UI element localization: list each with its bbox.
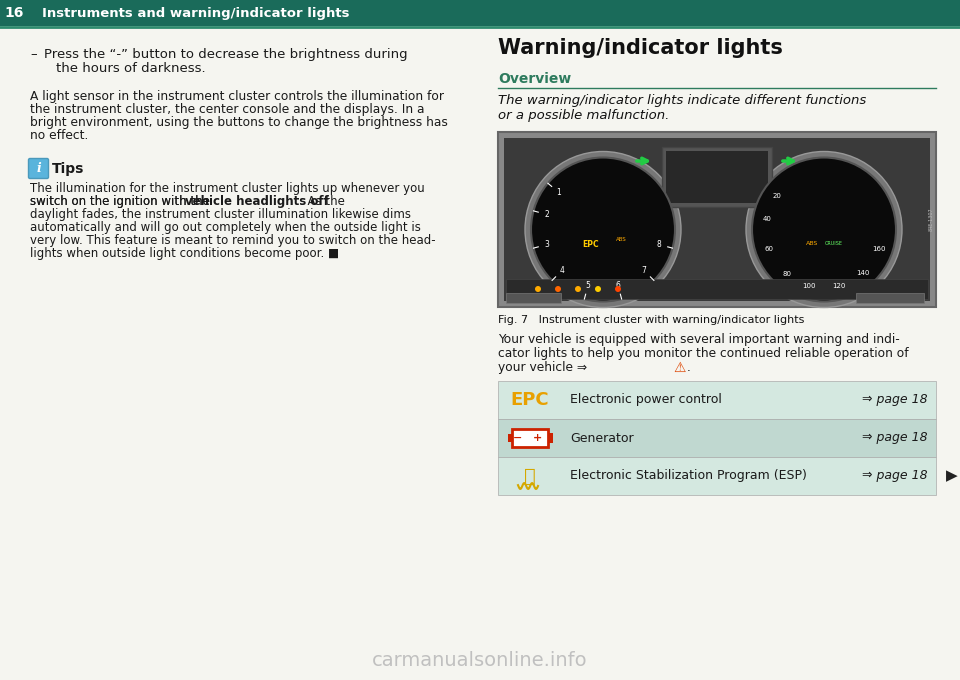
Text: 3: 3: [544, 240, 549, 249]
Bar: [504, 138, 930, 301]
Text: Warning/indicator lights: Warning/indicator lights: [498, 38, 782, 58]
Text: very low. This feature is meant to remind you to switch on the head-: very low. This feature is meant to remin…: [30, 234, 436, 247]
Text: Electronic power control: Electronic power control: [570, 394, 722, 407]
Text: your vehicle ⇒: your vehicle ⇒: [498, 361, 591, 374]
Circle shape: [752, 158, 896, 301]
Text: i: i: [36, 162, 41, 175]
Text: 160: 160: [872, 246, 885, 252]
Bar: [506, 388, 554, 412]
Text: 80: 80: [782, 271, 791, 277]
Text: ⇒ page 18: ⇒ page 18: [862, 469, 928, 483]
Text: bright environment, using the buttons to change the brightness has: bright environment, using the buttons to…: [30, 116, 448, 129]
Bar: [506, 279, 928, 299]
Bar: [548, 433, 553, 443]
Circle shape: [531, 158, 675, 301]
Text: 5: 5: [586, 281, 590, 290]
Text: ABS: ABS: [805, 241, 818, 246]
Text: Instruments and warning/indicator lights: Instruments and warning/indicator lights: [42, 7, 349, 20]
Text: carmanualsonline.info: carmanualsonline.info: [372, 651, 588, 670]
Text: .: .: [687, 361, 691, 374]
Text: 84E-1307: 84E-1307: [929, 207, 934, 231]
Text: ⚠: ⚠: [673, 361, 685, 375]
Text: switch on the ignition with the: switch on the ignition with the: [30, 195, 214, 208]
Text: 40: 40: [762, 216, 771, 222]
Text: Fig. 7   Instrument cluster with warning/indicator lights: Fig. 7 Instrument cluster with warning/i…: [498, 315, 804, 325]
Bar: [0, 0, 960, 26]
Text: −: −: [514, 433, 522, 443]
Text: 🚶: 🚶: [524, 466, 536, 486]
Text: daylight fades, the instrument cluster illumination likewise dims: daylight fades, the instrument cluster i…: [30, 208, 411, 221]
Text: ⇒ page 18: ⇒ page 18: [862, 432, 928, 445]
Bar: [508, 434, 512, 442]
Text: 120: 120: [832, 282, 846, 288]
Text: ▶: ▶: [947, 469, 958, 483]
Bar: [856, 293, 924, 303]
Text: ABS: ABS: [615, 237, 626, 242]
Text: Generator: Generator: [570, 432, 634, 445]
Text: Electronic Stabilization Program (ESP): Electronic Stabilization Program (ESP): [570, 469, 806, 483]
Bar: [662, 147, 772, 207]
Text: 7: 7: [641, 266, 646, 275]
Text: A light sensor in the instrument cluster controls the illumination for: A light sensor in the instrument cluster…: [30, 90, 444, 103]
Text: 6: 6: [615, 281, 620, 290]
Circle shape: [575, 286, 581, 292]
Circle shape: [555, 286, 561, 292]
Text: switch on the ignition with the: switch on the ignition with the: [30, 195, 214, 208]
Text: 100: 100: [803, 282, 816, 288]
Bar: [498, 381, 936, 419]
Bar: [506, 293, 561, 303]
Text: Press the “-” button to decrease the brightness during: Press the “-” button to decrease the bri…: [44, 48, 408, 61]
Circle shape: [525, 152, 681, 307]
Text: automatically and will go out completely when the outside light is: automatically and will go out completely…: [30, 221, 420, 234]
Text: 1: 1: [556, 188, 561, 197]
Text: –: –: [30, 48, 36, 61]
Bar: [512, 429, 548, 447]
Text: +: +: [534, 433, 542, 443]
Text: 16: 16: [4, 6, 24, 20]
Text: 2: 2: [544, 210, 549, 219]
Circle shape: [595, 286, 601, 292]
Text: 4: 4: [560, 266, 564, 275]
Text: 20: 20: [772, 193, 780, 199]
Text: Overview: Overview: [498, 72, 571, 86]
Text: EPC: EPC: [511, 391, 549, 409]
Text: 60: 60: [765, 246, 774, 252]
FancyBboxPatch shape: [29, 158, 49, 178]
Bar: [498, 419, 936, 457]
Text: Tips: Tips: [52, 162, 84, 176]
Text: or a possible malfunction.: or a possible malfunction.: [498, 109, 669, 122]
Text: The illumination for the instrument cluster lights up whenever you: The illumination for the instrument clus…: [30, 182, 424, 195]
Bar: [498, 457, 936, 495]
Text: CRUISE: CRUISE: [825, 241, 843, 246]
Circle shape: [615, 286, 621, 292]
Text: 8: 8: [657, 240, 661, 249]
Text: ⇒ page 18: ⇒ page 18: [862, 394, 928, 407]
Text: 140: 140: [856, 269, 870, 275]
Bar: [666, 151, 768, 203]
Text: the hours of darkness.: the hours of darkness.: [56, 62, 205, 75]
Circle shape: [535, 286, 541, 292]
Text: . As the: . As the: [300, 195, 345, 208]
Circle shape: [746, 152, 902, 307]
Text: lights when outside light conditions become poor. ■: lights when outside light conditions bec…: [30, 247, 339, 260]
Text: vehicle headlights off: vehicle headlights off: [185, 195, 329, 208]
Text: no effect.: no effect.: [30, 129, 88, 142]
Text: Your vehicle is equipped with several important warning and indi-: Your vehicle is equipped with several im…: [498, 333, 900, 346]
Text: The warning/indicator lights indicate different functions: The warning/indicator lights indicate di…: [498, 94, 866, 107]
Text: cator lights to help you monitor the continued reliable operation of: cator lights to help you monitor the con…: [498, 347, 908, 360]
Text: the instrument cluster, the center console and the displays. In a: the instrument cluster, the center conso…: [30, 103, 424, 116]
Text: EPC: EPC: [583, 240, 599, 249]
Bar: [498, 132, 936, 307]
